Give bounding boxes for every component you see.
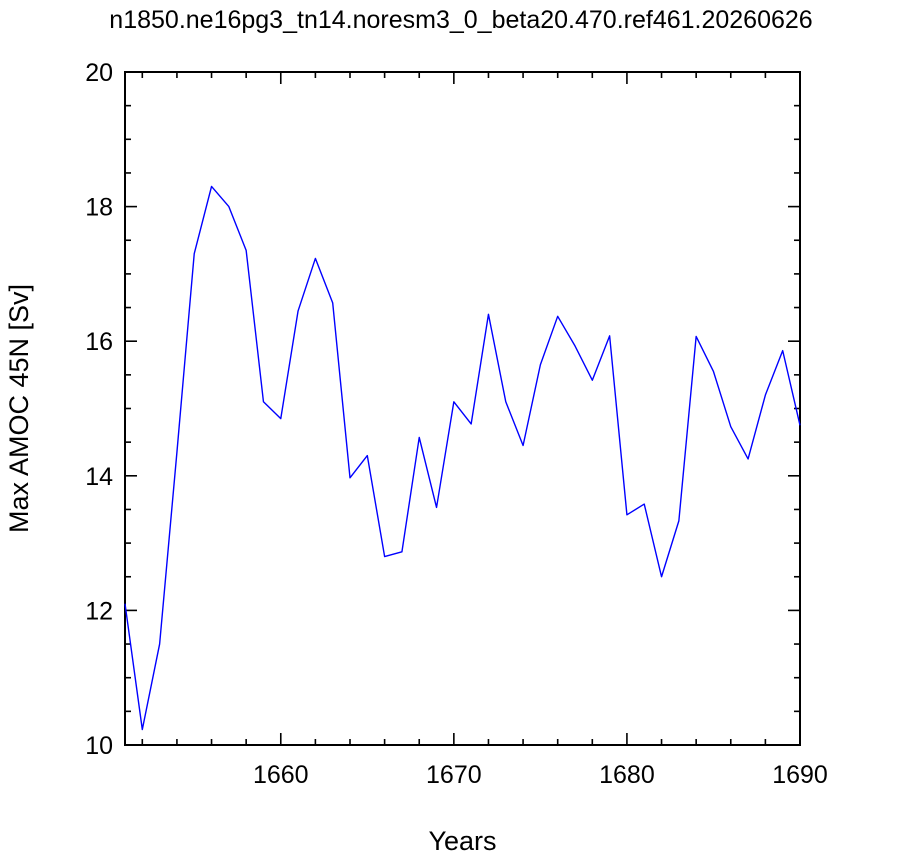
x-tick-label: 1690 <box>772 761 828 789</box>
x-axis-label: Years <box>428 826 496 856</box>
y-tick-label: 18 <box>85 194 113 222</box>
x-tick-label: 1660 <box>253 761 309 789</box>
chart-title: n1850.ne16pg3_tn14.noresm3_0_beta20.470.… <box>109 6 812 34</box>
plot-frame <box>124 71 801 746</box>
axis-tick-labels: 1660 1670 1680 1690 10 12 14 16 18 20 <box>85 59 828 789</box>
y-tick-label: 10 <box>85 732 113 760</box>
x-tick-label: 1670 <box>426 761 482 789</box>
plot-series <box>124 185 801 731</box>
axis-ticks <box>125 71 801 746</box>
y-tick-label: 12 <box>85 597 113 625</box>
y-tick-label: 20 <box>85 59 113 87</box>
y-tick-label: 14 <box>85 463 113 491</box>
y-tick-label: 16 <box>85 328 113 356</box>
x-tick-label: 1680 <box>599 761 655 789</box>
y-axis-label: Max AMOC 45N [Sv] <box>4 284 34 533</box>
series-line-amoc <box>124 185 801 731</box>
